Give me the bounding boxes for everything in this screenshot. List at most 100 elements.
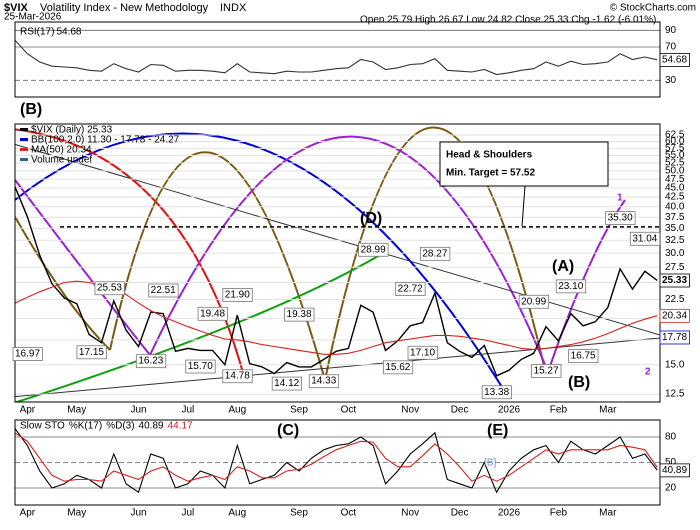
label-box — [395, 282, 426, 296]
label-box — [629, 231, 661, 246]
count-label: 2 — [645, 367, 651, 378]
callout-target: Min. Target = 57.52 — [446, 168, 535, 179]
credit: © StockCharts.com — [610, 3, 696, 14]
price-label: 22.51 — [151, 285, 176, 296]
label-box — [407, 345, 438, 360]
series-line — [14, 432, 658, 482]
price-label: 14.33 — [311, 376, 336, 387]
x-tick-label: Dec — [451, 508, 469, 519]
y-tick-label: 27.5 — [665, 262, 685, 273]
x-tick-label: 2026 — [498, 508, 521, 519]
wave-label: (C) — [277, 422, 299, 439]
label-box — [222, 369, 253, 384]
x-tick-label: May — [67, 508, 86, 519]
price-label: 13.38 — [484, 387, 509, 398]
date: 25-Mar-2026 — [4, 12, 62, 23]
y-tick-label: 57.5 — [665, 143, 685, 154]
price-label: 31.04 — [632, 233, 657, 244]
y-tick-label: 32.5 — [665, 235, 685, 246]
label-box — [94, 281, 125, 296]
label-box — [481, 385, 512, 400]
label-box — [308, 374, 340, 389]
price-label: 19.48 — [200, 308, 225, 319]
x-tick-label: Feb — [550, 405, 568, 416]
label-box — [605, 211, 636, 225]
y-tick-label: 40.0 — [665, 201, 685, 212]
x-tick-label: May — [67, 405, 86, 416]
panel — [14, 419, 661, 506]
trendline — [15, 143, 660, 336]
price-label: 17.15 — [79, 347, 104, 358]
arc — [149, 135, 549, 373]
price-label: 14.12 — [274, 378, 299, 389]
x-tick-label: Jul — [182, 405, 195, 416]
label-box — [659, 330, 690, 345]
last-value: 17.78 — [662, 332, 687, 343]
legend-entry: Volume undef — [31, 155, 92, 166]
legend-entry: %D(3) — [106, 421, 134, 432]
arc — [15, 254, 381, 402]
y-tick-label: 35.0 — [665, 223, 685, 234]
y-tick-label: 52.5 — [665, 158, 685, 169]
label-box — [271, 376, 303, 391]
label-box — [659, 53, 690, 67]
arc — [324, 126, 546, 381]
series-line — [14, 428, 658, 494]
legend-entry: %K(17) — [69, 421, 102, 432]
price-label: 15.62 — [385, 362, 410, 373]
y-tick-label: 80 — [665, 432, 677, 443]
price-label: 22.72 — [398, 284, 423, 295]
y-tick-label: 12.5 — [665, 389, 685, 400]
y-tick-label: 90 — [665, 25, 677, 36]
label-box — [568, 349, 599, 363]
label-box — [382, 360, 414, 375]
legend-swatch — [20, 138, 28, 141]
price-label: 21.90 — [225, 289, 250, 300]
quote: Open 25.79 High 26.67 Low 24.82 Close 25… — [360, 15, 656, 26]
panel — [14, 123, 661, 403]
count-label: 1 — [617, 193, 623, 204]
wave-label: (A) — [552, 258, 574, 275]
legend-value: 54.68 — [56, 27, 81, 38]
legend-entry: BB(100,2.0) 11.30 - 17.78 - 24.27 — [31, 135, 180, 146]
wave-label: (B) — [20, 101, 42, 118]
symbol: $VIX — [4, 2, 29, 14]
label-box — [222, 288, 253, 302]
label-box — [12, 347, 43, 361]
legend-entry: Slow STO — [20, 421, 65, 432]
price-label: 16.97 — [15, 348, 40, 359]
legend-entry: 44.17 — [168, 421, 193, 432]
y-tick-label: 42.5 — [665, 192, 685, 203]
price-label: 35.30 — [608, 213, 633, 224]
panel — [14, 21, 661, 98]
exchange: INDX — [220, 2, 247, 14]
label-box — [148, 283, 179, 298]
price-label: 25.53 — [97, 283, 122, 294]
annotations: Head & Shoulders Min. Target = 57.52 (D)… — [20, 101, 651, 468]
price-label: 15.27 — [534, 365, 559, 376]
series-line — [14, 186, 658, 377]
y-tick-label: 22.5 — [665, 294, 685, 305]
legend-swatch — [20, 148, 28, 151]
label-box — [518, 294, 550, 309]
label-box — [284, 307, 315, 322]
label-box — [197, 306, 228, 321]
label-box — [531, 364, 562, 378]
x-tick-label: Nov — [401, 508, 419, 519]
x-tick-label: Dec — [451, 405, 469, 416]
label-box — [185, 359, 216, 374]
x-tick-label: Mar — [599, 508, 617, 519]
x-tick-label: Sep — [290, 405, 308, 416]
x-tick-label: Jun — [130, 508, 146, 519]
price-label: 14.78 — [225, 371, 250, 382]
callout-pointer — [521, 185, 526, 227]
price-label: 28.27 — [422, 248, 447, 259]
y-tick-label: 47.5 — [665, 174, 685, 185]
x-tick-label: Mar — [599, 405, 617, 416]
label-box — [135, 354, 167, 369]
label-box — [659, 308, 690, 323]
label-box — [555, 279, 587, 294]
legend-entry: RSI(17) — [20, 27, 54, 38]
